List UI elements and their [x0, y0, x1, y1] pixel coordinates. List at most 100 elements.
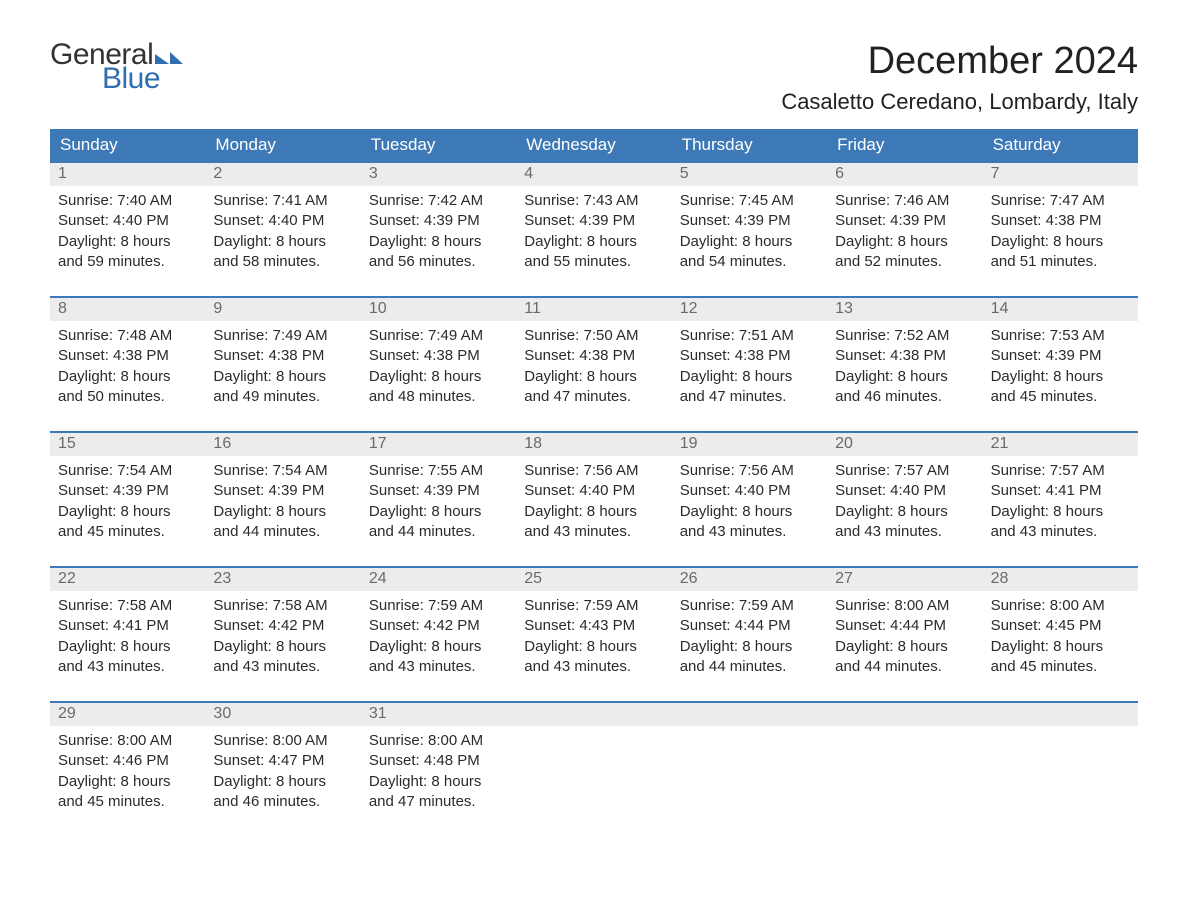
weekday-label: Friday	[827, 129, 982, 161]
daylight-line: Daylight: 8 hours	[58, 502, 197, 522]
sunset-line: Sunset: 4:39 PM	[58, 481, 197, 501]
weekday-label: Saturday	[983, 129, 1138, 161]
day-cell: Sunrise: 7:56 AMSunset: 4:40 PMDaylight:…	[672, 456, 827, 548]
daylight-line: Daylight: 8 hours	[58, 232, 197, 252]
sunset-line: Sunset: 4:40 PM	[524, 481, 663, 501]
sunset-line: Sunset: 4:45 PM	[991, 616, 1130, 636]
day-number: 15	[50, 433, 205, 456]
day-cell: Sunrise: 7:56 AMSunset: 4:40 PMDaylight:…	[516, 456, 671, 548]
day-number: 30	[205, 703, 360, 726]
sunrise-line: Sunrise: 7:56 AM	[680, 461, 819, 481]
sunrise-line: Sunrise: 7:50 AM	[524, 326, 663, 346]
sunrise-line: Sunrise: 7:55 AM	[369, 461, 508, 481]
daylight-line: Daylight: 8 hours	[835, 637, 974, 657]
sunrise-line: Sunrise: 7:58 AM	[58, 596, 197, 616]
weekday-header-row: SundayMondayTuesdayWednesdayThursdayFrid…	[50, 129, 1138, 161]
daylight-line: Daylight: 8 hours	[524, 232, 663, 252]
logo-word-blue: Blue	[102, 64, 183, 94]
daylight-line: Daylight: 8 hours	[835, 367, 974, 387]
daylight-line: and 43 minutes.	[680, 522, 819, 542]
daylight-line: Daylight: 8 hours	[213, 772, 352, 792]
daylight-line: and 59 minutes.	[58, 252, 197, 272]
sunset-line: Sunset: 4:48 PM	[369, 751, 508, 771]
day-number: 11	[516, 298, 671, 321]
day-cell: Sunrise: 7:46 AMSunset: 4:39 PMDaylight:…	[827, 186, 982, 278]
day-cell: Sunrise: 7:54 AMSunset: 4:39 PMDaylight:…	[205, 456, 360, 548]
sunrise-line: Sunrise: 7:59 AM	[369, 596, 508, 616]
sunset-line: Sunset: 4:42 PM	[213, 616, 352, 636]
day-cell: Sunrise: 7:57 AMSunset: 4:40 PMDaylight:…	[827, 456, 982, 548]
sunset-line: Sunset: 4:39 PM	[524, 211, 663, 231]
day-cell: Sunrise: 8:00 AMSunset: 4:48 PMDaylight:…	[361, 726, 516, 818]
week-row: 891011121314Sunrise: 7:48 AMSunset: 4:38…	[50, 296, 1138, 413]
title-block: December 2024 Casaletto Ceredano, Lombar…	[781, 40, 1138, 115]
day-number: 19	[672, 433, 827, 456]
weekday-label: Monday	[205, 129, 360, 161]
daylight-line: and 43 minutes.	[213, 657, 352, 677]
daylight-line: and 44 minutes.	[213, 522, 352, 542]
day-cell: Sunrise: 7:42 AMSunset: 4:39 PMDaylight:…	[361, 186, 516, 278]
day-number	[672, 703, 827, 726]
daylight-line: Daylight: 8 hours	[680, 367, 819, 387]
day-cell: Sunrise: 7:59 AMSunset: 4:44 PMDaylight:…	[672, 591, 827, 683]
sunset-line: Sunset: 4:38 PM	[835, 346, 974, 366]
sunrise-line: Sunrise: 7:52 AM	[835, 326, 974, 346]
sunset-line: Sunset: 4:38 PM	[524, 346, 663, 366]
day-cell: Sunrise: 7:45 AMSunset: 4:39 PMDaylight:…	[672, 186, 827, 278]
day-cell: Sunrise: 7:59 AMSunset: 4:42 PMDaylight:…	[361, 591, 516, 683]
daylight-line: Daylight: 8 hours	[991, 367, 1130, 387]
day-cell: Sunrise: 8:00 AMSunset: 4:47 PMDaylight:…	[205, 726, 360, 818]
day-cell	[672, 726, 827, 818]
sunrise-line: Sunrise: 7:43 AM	[524, 191, 663, 211]
daylight-line: Daylight: 8 hours	[369, 637, 508, 657]
daylight-line: and 44 minutes.	[369, 522, 508, 542]
sunset-line: Sunset: 4:41 PM	[991, 481, 1130, 501]
day-number: 3	[361, 163, 516, 186]
day-cell: Sunrise: 7:41 AMSunset: 4:40 PMDaylight:…	[205, 186, 360, 278]
week-row: 1234567Sunrise: 7:40 AMSunset: 4:40 PMDa…	[50, 161, 1138, 278]
day-number: 31	[361, 703, 516, 726]
day-cell: Sunrise: 7:49 AMSunset: 4:38 PMDaylight:…	[361, 321, 516, 413]
sunset-line: Sunset: 4:44 PM	[680, 616, 819, 636]
sunrise-line: Sunrise: 7:48 AM	[58, 326, 197, 346]
day-cell: Sunrise: 7:53 AMSunset: 4:39 PMDaylight:…	[983, 321, 1138, 413]
day-number: 8	[50, 298, 205, 321]
header: General Blue December 2024 Casaletto Cer…	[50, 40, 1138, 115]
daylight-line: and 55 minutes.	[524, 252, 663, 272]
daylight-line: Daylight: 8 hours	[991, 637, 1130, 657]
daylight-line: and 45 minutes.	[991, 387, 1130, 407]
day-number: 17	[361, 433, 516, 456]
daylight-line: Daylight: 8 hours	[213, 367, 352, 387]
day-number: 28	[983, 568, 1138, 591]
day-number: 14	[983, 298, 1138, 321]
calendar: SundayMondayTuesdayWednesdayThursdayFrid…	[50, 129, 1138, 818]
sunrise-line: Sunrise: 8:00 AM	[835, 596, 974, 616]
sunrise-line: Sunrise: 8:00 AM	[369, 731, 508, 751]
weeks-container: 1234567Sunrise: 7:40 AMSunset: 4:40 PMDa…	[50, 161, 1138, 818]
daylight-line: Daylight: 8 hours	[680, 502, 819, 522]
daylight-line: and 43 minutes.	[369, 657, 508, 677]
day-cell: Sunrise: 7:48 AMSunset: 4:38 PMDaylight:…	[50, 321, 205, 413]
sunset-line: Sunset: 4:38 PM	[680, 346, 819, 366]
daylight-line: and 48 minutes.	[369, 387, 508, 407]
daylight-line: Daylight: 8 hours	[213, 637, 352, 657]
daylight-line: Daylight: 8 hours	[991, 502, 1130, 522]
day-cell: Sunrise: 7:59 AMSunset: 4:43 PMDaylight:…	[516, 591, 671, 683]
sunset-line: Sunset: 4:46 PM	[58, 751, 197, 771]
daylight-line: and 49 minutes.	[213, 387, 352, 407]
day-number: 25	[516, 568, 671, 591]
location-subtitle: Casaletto Ceredano, Lombardy, Italy	[781, 89, 1138, 115]
daylight-line: and 43 minutes.	[524, 522, 663, 542]
day-number: 13	[827, 298, 982, 321]
sunset-line: Sunset: 4:40 PM	[680, 481, 819, 501]
sunset-line: Sunset: 4:43 PM	[524, 616, 663, 636]
day-cell: Sunrise: 7:40 AMSunset: 4:40 PMDaylight:…	[50, 186, 205, 278]
daylight-line: Daylight: 8 hours	[369, 502, 508, 522]
daynum-row: 1234567	[50, 163, 1138, 186]
daylight-line: and 43 minutes.	[835, 522, 974, 542]
daylight-line: and 47 minutes.	[680, 387, 819, 407]
daylight-line: Daylight: 8 hours	[680, 637, 819, 657]
sunset-line: Sunset: 4:39 PM	[213, 481, 352, 501]
weekday-label: Thursday	[672, 129, 827, 161]
daylight-line: and 50 minutes.	[58, 387, 197, 407]
